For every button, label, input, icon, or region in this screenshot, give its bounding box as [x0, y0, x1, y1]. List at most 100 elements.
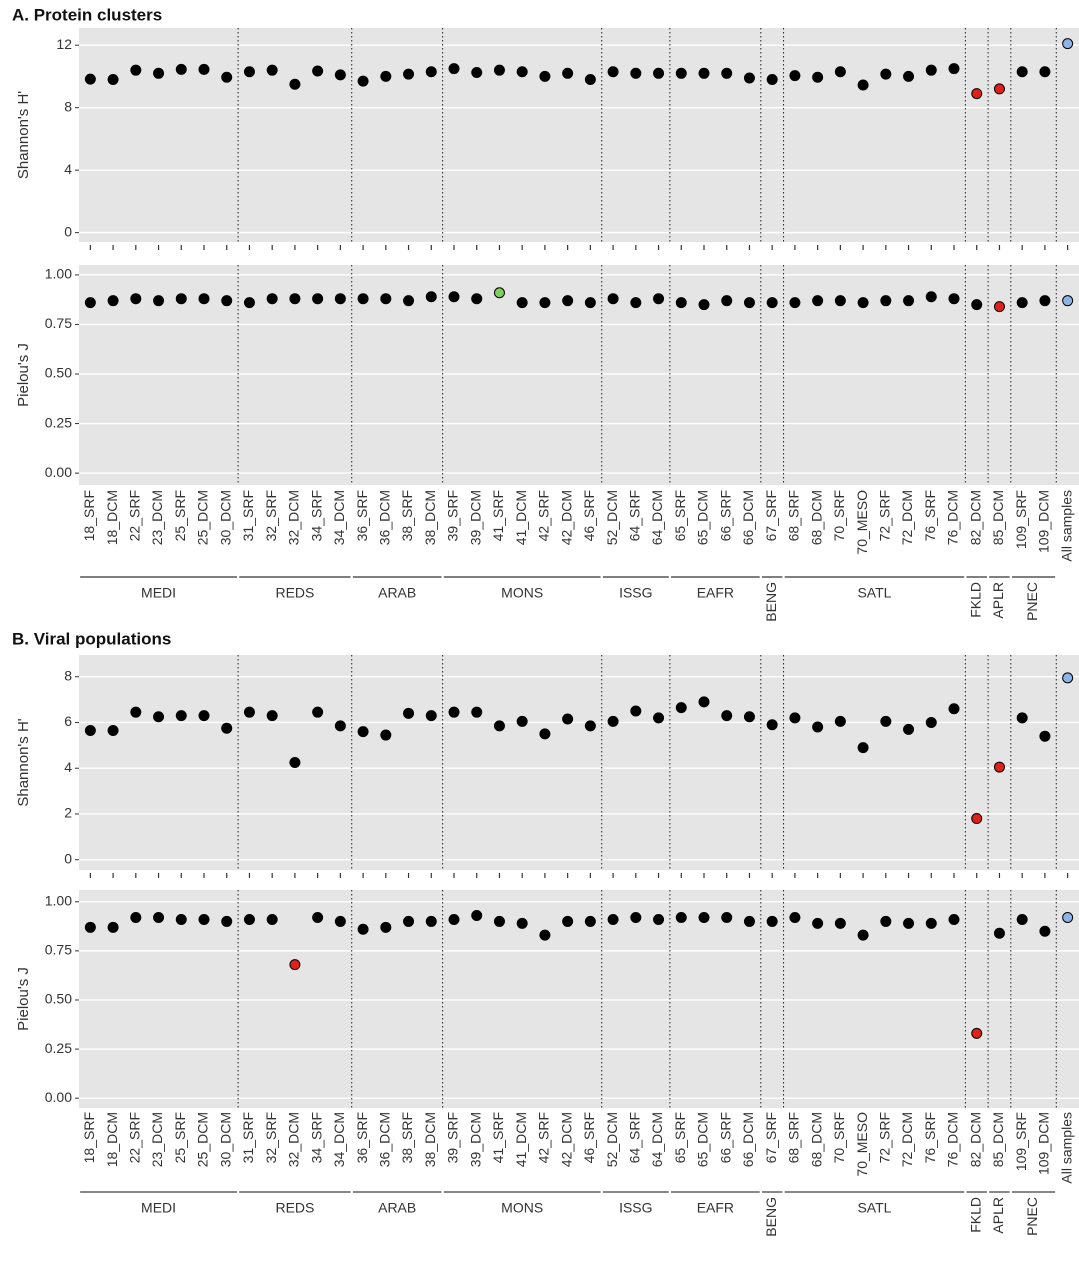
point: [403, 295, 415, 307]
point: [471, 293, 483, 305]
point: [925, 917, 937, 929]
point: [84, 73, 96, 85]
x-tick-label: 109_SRF: [1013, 490, 1029, 549]
point: [834, 66, 846, 78]
y-tick-label: 8: [64, 667, 72, 683]
point: [766, 719, 778, 731]
point: [266, 64, 278, 76]
x-tick-label: 38_SRF: [399, 1112, 415, 1163]
point: [380, 293, 392, 305]
x-tick-label: 36_DCM: [377, 490, 393, 545]
point: [403, 68, 415, 80]
point: [448, 291, 460, 303]
point: [1039, 66, 1051, 78]
x-tick-label: 34_SRF: [308, 1112, 324, 1163]
point: [834, 295, 846, 307]
x-tick-label: 72_SRF: [877, 490, 893, 541]
x-tick-label: 64_DCM: [649, 490, 665, 545]
x-tick-label: 64_DCM: [649, 1112, 665, 1167]
y-tick-label: 0.75: [45, 942, 72, 958]
x-tick-label: 34_DCM: [331, 1112, 347, 1167]
point: [471, 706, 483, 718]
point: [971, 299, 983, 311]
point: [1039, 730, 1051, 742]
point: [743, 915, 755, 927]
point: [630, 705, 642, 717]
x-tick-label: 25_DCM: [195, 1112, 211, 1167]
x-tick-label: 39_DCM: [467, 490, 483, 545]
y-tick-label: 6: [64, 713, 72, 729]
group-label: ARAB: [378, 585, 416, 601]
group-label: FKLD: [967, 582, 983, 618]
point: [243, 297, 255, 309]
x-tick-label: 32_SRF: [263, 490, 279, 541]
x-tick-label: 39_SRF: [445, 1112, 461, 1163]
point: [107, 724, 119, 736]
point: [834, 917, 846, 929]
x-tick-label: 65_DCM: [695, 490, 711, 545]
point: [584, 720, 596, 732]
point: [539, 929, 551, 941]
point: [766, 297, 778, 309]
group-label: MONS: [501, 1200, 543, 1216]
x-tick-label: 70_MESO: [854, 490, 870, 555]
point: [243, 66, 255, 78]
point: [334, 293, 346, 305]
point: [903, 723, 915, 735]
point: [221, 915, 233, 927]
point: [971, 1027, 983, 1039]
group-label: FKLD: [967, 1197, 983, 1233]
x-tick-label: 30_DCM: [217, 1112, 233, 1167]
point: [493, 287, 505, 299]
point: [334, 720, 346, 732]
point: [266, 293, 278, 305]
x-tick-label: 36_SRF: [354, 490, 370, 541]
point: [448, 913, 460, 925]
point: [721, 295, 733, 307]
x-tick-label: 23_DCM: [149, 1112, 165, 1167]
x-tick-label: 22_SRF: [127, 1112, 143, 1163]
point: [925, 716, 937, 728]
x-tick-label: 66_SRF: [717, 1112, 733, 1163]
point: [1016, 712, 1028, 724]
point: [175, 913, 187, 925]
point: [221, 71, 233, 83]
x-tick-label: 65_DCM: [695, 1112, 711, 1167]
point: [993, 301, 1005, 313]
group-label: ARAB: [378, 1200, 416, 1216]
y-axis-label: Pielou's J: [15, 343, 32, 407]
point: [357, 293, 369, 305]
point: [743, 72, 755, 84]
group-label: REDS: [275, 585, 314, 601]
point: [834, 715, 846, 727]
x-tick-label: 25_SRF: [172, 1112, 188, 1163]
point: [334, 69, 346, 81]
point: [925, 291, 937, 303]
point: [766, 915, 778, 927]
point: [789, 712, 801, 724]
point: [448, 706, 460, 718]
group-label: SATL: [857, 1200, 891, 1216]
point: [607, 913, 619, 925]
point: [198, 710, 210, 722]
x-tick-label: 66_SRF: [717, 490, 733, 541]
point: [812, 71, 824, 83]
x-tick-label: 76_DCM: [945, 490, 961, 545]
group-label: ISSG: [619, 585, 652, 601]
chart-title: A. Protein clusters: [12, 5, 162, 24]
point: [380, 921, 392, 933]
x-tick-label: 36_DCM: [377, 1112, 393, 1167]
x-tick-label: 30_DCM: [217, 490, 233, 545]
point: [584, 297, 596, 309]
point: [880, 68, 892, 80]
point: [857, 929, 869, 941]
x-tick-label: 36_SRF: [354, 1112, 370, 1163]
point: [880, 915, 892, 927]
point: [812, 721, 824, 733]
point: [425, 291, 437, 303]
point: [130, 706, 142, 718]
group-label: MEDI: [141, 585, 176, 601]
group-label: EAFR: [697, 1200, 734, 1216]
point: [539, 297, 551, 309]
x-tick-label: 34_DCM: [331, 490, 347, 545]
